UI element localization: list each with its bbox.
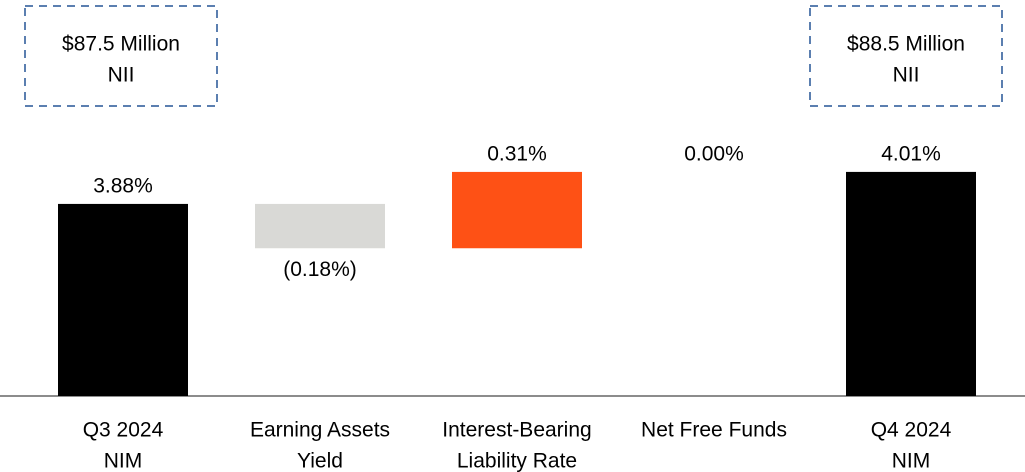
annotation-text: $87.5 Million [62,33,180,56]
x-tick-label: NIM [892,450,931,472]
data-label: 0.31% [487,142,547,165]
x-tick-label: Interest-Bearing [442,419,591,442]
x-tick-label: Net Free Funds [641,419,787,442]
data-label: 4.01% [881,142,941,165]
data-label: (0.18%) [283,258,357,281]
x-tick-label: Earning Assets [250,419,390,442]
annotation-box [24,5,218,107]
data-label: 3.88% [93,174,153,197]
annotation-text: $88.5 Million [847,33,965,56]
bar [58,203,188,396]
annotation-box [809,5,1003,107]
x-tick-label: Yield [297,450,343,472]
annotation-text: NII [893,64,920,87]
bar [255,203,385,249]
data-label: 0.00% [684,142,744,165]
x-tick-label: Q4 2024 [871,419,952,442]
x-tick-label: Q3 2024 [83,419,164,442]
bar [452,171,582,249]
x-tick-label: NIM [104,450,143,472]
bar [846,171,976,396]
x-tick-label: Liability Rate [457,450,577,472]
annotation-text: NII [108,64,135,87]
